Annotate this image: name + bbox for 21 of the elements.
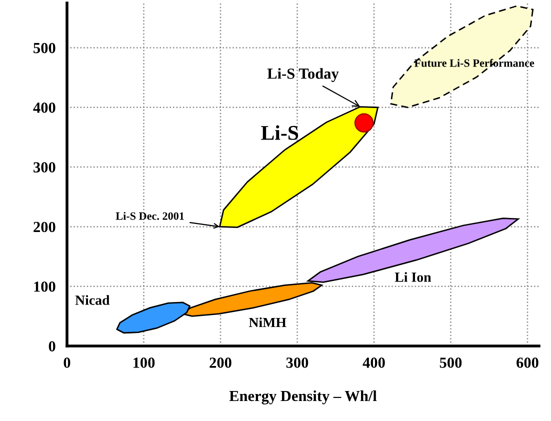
x-tick-label: 600	[516, 358, 538, 368]
series-label: Nicad	[75, 295, 110, 305]
x-tick-label: 500	[440, 358, 462, 368]
x-tick-label: 400	[362, 358, 385, 368]
x-tick-label: 100	[134, 358, 155, 368]
y-tick-label: 300	[34, 162, 56, 172]
y-tick-label: 400	[33, 102, 56, 113]
y-tick-label: 0	[48, 341, 56, 352]
annotation: Li-S Today	[267, 68, 339, 82]
x-axis-title: Energy Density – Wh/l	[229, 390, 377, 404]
x-tick-label: 0	[64, 358, 70, 368]
series-label: Li Ion	[394, 272, 432, 282]
series-label: Future Li-S Performance	[414, 58, 534, 67]
series-label: NiMH	[248, 317, 286, 328]
annotation: Li-S Dec. 2001	[116, 212, 184, 220]
x-tick-label: 200	[210, 358, 232, 368]
y-tick-label: 100	[34, 281, 56, 292]
series-label: Li-S	[261, 125, 298, 140]
y-tick-label: 200	[34, 222, 56, 232]
x-tick-label: 300	[286, 358, 308, 368]
y-tick-label: 500	[34, 42, 56, 54]
